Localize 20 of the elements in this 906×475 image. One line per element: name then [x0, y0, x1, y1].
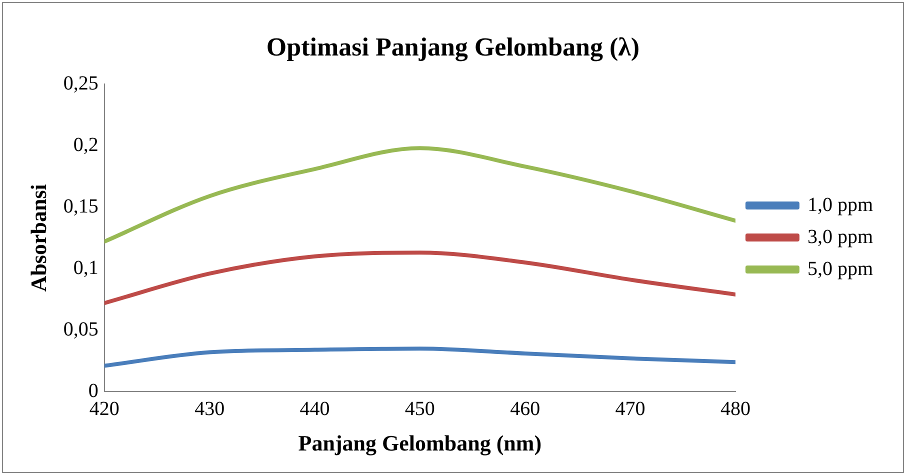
- line-series: [104, 346, 736, 368]
- y-tick-label: 0,2: [73, 134, 98, 156]
- x-tick-label: 460: [510, 398, 540, 420]
- x-tick-label: 470: [615, 398, 646, 420]
- y-tick-label: 0,15: [63, 195, 98, 218]
- y-axis-title: Absorbansi: [26, 184, 51, 292]
- line-series: [104, 250, 736, 306]
- x-tick-label: 480: [720, 398, 750, 420]
- x-tick-label: 430: [194, 398, 225, 420]
- y-tick-label: 0,1: [73, 256, 98, 279]
- y-tick-label: 0,05: [63, 318, 98, 340]
- y-tick-label: 0,25: [63, 72, 98, 94]
- chart-title: Optimasi Panjang Gelombang (λ): [266, 32, 640, 62]
- line-series: [104, 146, 736, 244]
- x-tick-label: 440: [300, 398, 330, 420]
- x-tick-label: 450: [404, 398, 435, 420]
- x-axis-title: Panjang Gelombang (nm): [298, 430, 542, 456]
- legend-label: 3,0 ppm: [807, 226, 874, 248]
- legend-label: 5,0 ppm: [807, 258, 874, 280]
- legend-label: 1,0 ppm: [807, 194, 874, 216]
